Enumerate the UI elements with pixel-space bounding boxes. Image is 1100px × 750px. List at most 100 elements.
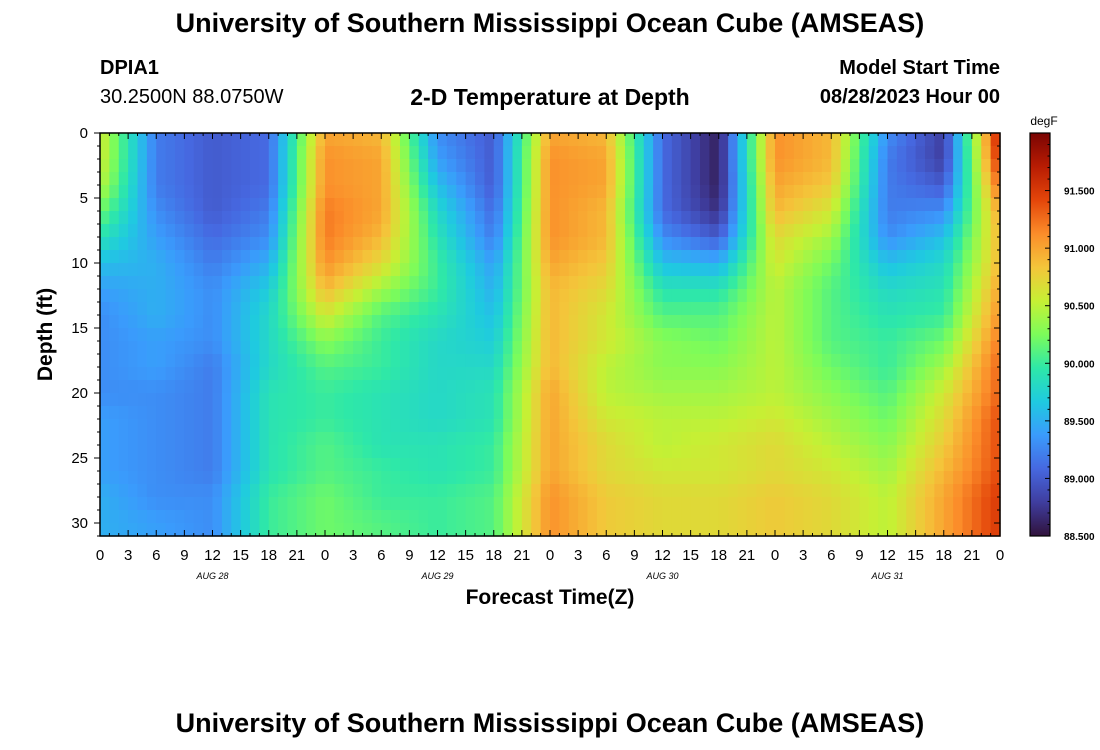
heatmap-cell [100,484,110,498]
heatmap-cell [962,211,973,225]
heatmap-cell [568,497,579,511]
heatmap-cell [728,263,739,277]
heatmap-cell [540,380,551,394]
x-day-label: AUG 30 [645,571,678,581]
heatmap-cell [240,302,251,316]
heatmap-cell [793,341,804,355]
heatmap-cell [503,263,514,277]
heatmap-cell [418,328,429,342]
heatmap-cell [737,172,748,186]
heatmap-cell [990,211,1001,225]
heatmap-cell [353,523,364,537]
heatmap-cell [325,224,335,238]
heatmap-cell [915,432,926,446]
heatmap-cell [343,263,354,277]
heatmap-cell [484,237,495,251]
heatmap-cell [615,224,626,238]
heatmap-cell [578,211,589,225]
x-tick-label: 21 [514,547,531,564]
heatmap-cell [146,523,157,537]
heatmap-cell [765,367,776,381]
heatmap-cell [578,510,589,524]
heatmap-cell [240,172,251,186]
heatmap-cell [371,445,382,459]
heatmap-cell [943,497,954,511]
heatmap-cell [550,484,560,498]
heatmap-cell [118,172,129,186]
heatmap-cell [362,172,373,186]
heatmap-cell [681,133,692,147]
heatmap-cell [878,289,889,303]
heatmap-cell [437,211,448,225]
heatmap-cell [381,510,392,524]
heatmap-cell [540,419,551,433]
heatmap-cell [409,185,420,199]
heatmap-cell [456,367,467,381]
heatmap-cell [803,198,814,212]
heatmap-cell [306,523,317,537]
heatmap-cell [587,159,598,173]
heatmap-cell [362,458,373,472]
heatmap-cell [287,380,298,394]
heatmap-cell [203,328,214,342]
heatmap-cell [128,185,139,199]
heatmap-cell [681,315,692,329]
heatmap-cell [606,172,617,186]
heatmap-cell [943,224,954,238]
heatmap-cell [756,237,767,251]
heatmap-cell [343,523,354,537]
heatmap-cell [503,211,514,225]
heatmap-cell [315,419,326,433]
heatmap-cell [418,419,429,433]
heatmap-cell [803,380,814,394]
heatmap-cell [737,185,748,199]
heatmap-cell [615,237,626,251]
heatmap-cell [400,458,410,472]
heatmap-cell [653,289,664,303]
heatmap-cell [653,211,664,225]
heatmap-cell [512,146,523,160]
heatmap-cell [325,133,335,147]
heatmap-cell [943,185,954,199]
heatmap-cell [390,380,401,394]
heatmap-cell [400,146,410,160]
heatmap-cell [587,328,598,342]
heatmap-cell [906,432,917,446]
heatmap-cell [615,146,626,160]
heatmap-cell [587,302,598,316]
heatmap-cell [615,458,626,472]
heatmap-cell [821,497,832,511]
heatmap-cell [109,276,120,290]
heatmap-cell [231,432,242,446]
heatmap-cell [531,146,542,160]
heatmap-cell [737,380,748,394]
heatmap-cell [418,367,429,381]
heatmap-cell [353,419,364,433]
heatmap-cell [184,276,195,290]
heatmap-cell [531,523,542,537]
heatmap-cell [700,406,710,420]
heatmap-cell [446,341,457,355]
heatmap-cell [306,419,317,433]
heatmap-cell [784,315,795,329]
heatmap-cell [821,211,832,225]
heatmap-cell [268,471,279,485]
heatmap-cell [193,432,204,446]
heatmap-cell [925,224,935,238]
heatmap-cell [671,302,682,316]
heatmap-cell [934,159,945,173]
heatmap-cell [184,419,195,433]
heatmap-cell [728,185,739,199]
heatmap-cell [212,211,223,225]
heatmap-cell [390,133,401,147]
heatmap-cell [643,497,654,511]
heatmap-cell [596,211,607,225]
heatmap-cell [250,471,260,485]
heatmap-cell [371,523,382,537]
heatmap-cell [325,484,335,498]
heatmap-cell [193,133,204,147]
heatmap-cell [915,250,926,264]
heatmap-cell [878,445,889,459]
heatmap-cell [437,419,448,433]
heatmap-cell [718,432,729,446]
